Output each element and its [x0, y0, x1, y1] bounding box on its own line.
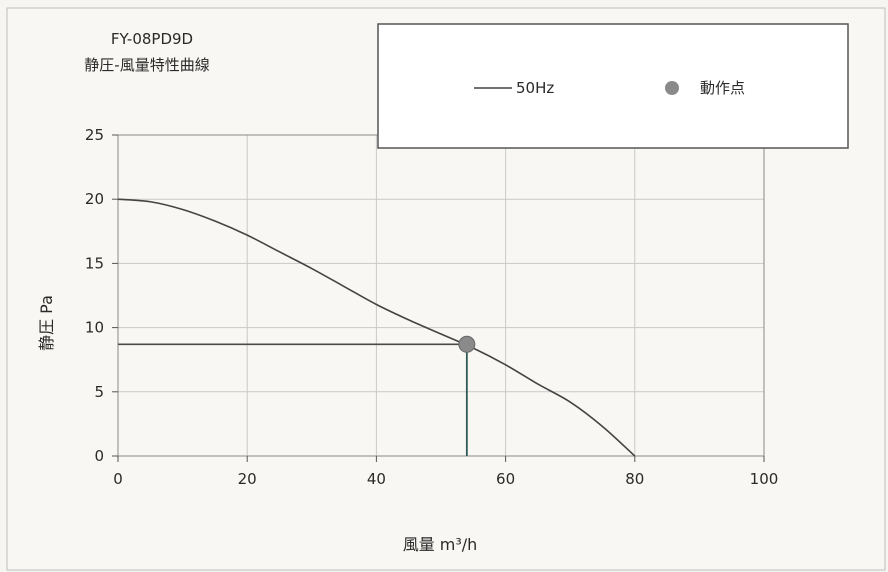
x-tick-label: 80: [625, 470, 644, 488]
x-axis: 0 20 40 60 80 100: [113, 456, 778, 488]
operating-point-marker: [458, 335, 476, 353]
grid: [118, 135, 764, 456]
chart-title: FY-08PD9D: [111, 30, 193, 48]
x-tick-label: 0: [113, 470, 123, 488]
series-line-50hz: [117, 198, 636, 457]
x-tick-label: 40: [367, 470, 386, 488]
y-axis-label: 静圧 Pa: [37, 295, 56, 351]
y-tick-label: 15: [85, 254, 104, 272]
legend: 50Hz 動作点: [377, 23, 849, 149]
chart-subtitle: 静圧-風量特性曲線: [84, 56, 209, 74]
legend-box: [377, 23, 849, 149]
y-axis: 0 5 10 15 20 25: [85, 126, 118, 465]
y-tick-label: 0: [94, 447, 104, 465]
x-axis-label: 風量 m³/h: [403, 535, 478, 554]
y-tick-label: 20: [85, 190, 104, 208]
y-tick-label: 10: [85, 319, 104, 337]
x-tick-label: 60: [496, 470, 515, 488]
legend-label-operating-point: 動作点: [700, 79, 745, 97]
x-tick-label: 20: [238, 470, 257, 488]
y-tick-label: 25: [85, 126, 104, 144]
y-tick-label: 5: [94, 383, 104, 401]
x-tick-label: 100: [750, 470, 779, 488]
legend-label-50hz: 50Hz: [516, 79, 554, 97]
operating-point-guides: [118, 343, 468, 456]
legend-marker-operating-point: [665, 81, 679, 95]
